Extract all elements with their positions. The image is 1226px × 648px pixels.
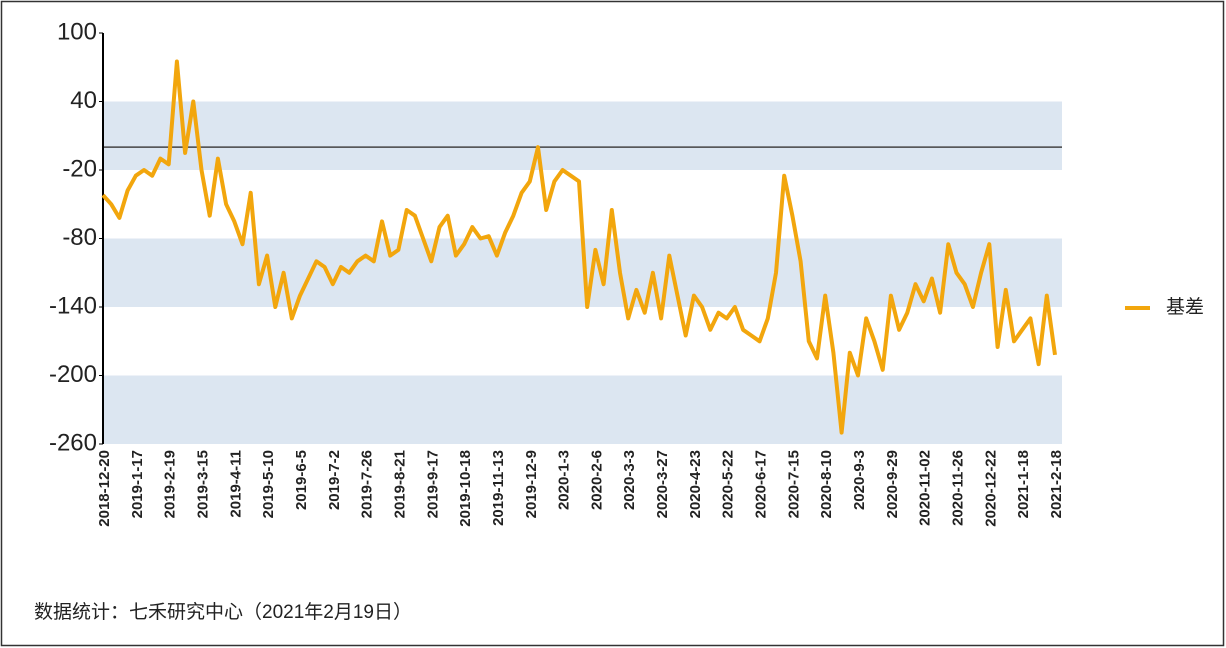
x-tick-label: 2020-8-10 bbox=[818, 450, 835, 518]
y-tick-label: -140 bbox=[49, 292, 97, 319]
x-tick-label: 2019-7-2 bbox=[326, 450, 343, 510]
y-tick-label: 40 bbox=[70, 87, 97, 114]
x-tick-label: 2019-12-9 bbox=[523, 450, 540, 518]
x-tick-label: 2020-9-29 bbox=[884, 450, 901, 518]
x-tick-label: 2020-7-15 bbox=[785, 450, 802, 518]
data-line bbox=[101, 59, 1057, 435]
x-tick-label: 2019-8-21 bbox=[391, 450, 408, 518]
x-tick-label: 2019-7-26 bbox=[359, 450, 376, 518]
x-tick-label: 2020-2-6 bbox=[588, 450, 605, 510]
x-tick-label: 2019-3-15 bbox=[194, 450, 211, 518]
x-tick-label: 2019-9-17 bbox=[424, 450, 441, 518]
x-tick-label: 2020-6-17 bbox=[753, 450, 770, 518]
x-tick-label: 2020-9-3 bbox=[851, 450, 868, 510]
x-tick-label: 2019-6-5 bbox=[293, 450, 310, 510]
x-tick-label: 2021-2-18 bbox=[1048, 450, 1065, 518]
x-tick-label: 2019-11-13 bbox=[490, 450, 507, 526]
x-tick-label: 2020-12-22 bbox=[982, 450, 999, 527]
grid-band bbox=[103, 375, 1062, 444]
footer: 数据统计：七禾研究中心（2021年2月19日） bbox=[34, 601, 412, 623]
x-tick-label: 2020-1-3 bbox=[556, 450, 573, 510]
x-tick-label: 2020-11-02 bbox=[917, 450, 934, 526]
y-tick-label: -80 bbox=[62, 224, 97, 251]
x-tick-label: 2020-3-27 bbox=[654, 450, 671, 518]
y-tick-label: -20 bbox=[62, 155, 97, 182]
x-tick-label: 2019-2-19 bbox=[162, 450, 179, 518]
grid-band bbox=[103, 101, 1062, 170]
x-tick-label: 2021-1-18 bbox=[1015, 450, 1032, 518]
y-tick-label: -200 bbox=[49, 361, 97, 388]
y-tick-label: 100 bbox=[57, 18, 97, 45]
x-tick-label: 2019-4-11 bbox=[227, 450, 244, 518]
x-tick-label: 2018-12-20 bbox=[96, 450, 113, 527]
x-tick-label: 2020-5-22 bbox=[720, 450, 737, 518]
x-tick-label: 2019-10-18 bbox=[457, 450, 474, 527]
x-tick-label: 2019-1-17 bbox=[129, 450, 146, 518]
legend-label: 基差 bbox=[1166, 296, 1204, 318]
x-tick-label: 2020-11-26 bbox=[950, 450, 967, 526]
x-tick-label: 2019-5-10 bbox=[260, 450, 277, 518]
x-tick-label: 2020-3-3 bbox=[621, 450, 638, 510]
x-tick-label: 2020-4-23 bbox=[687, 450, 704, 518]
y-tick-label: -260 bbox=[49, 429, 97, 456]
